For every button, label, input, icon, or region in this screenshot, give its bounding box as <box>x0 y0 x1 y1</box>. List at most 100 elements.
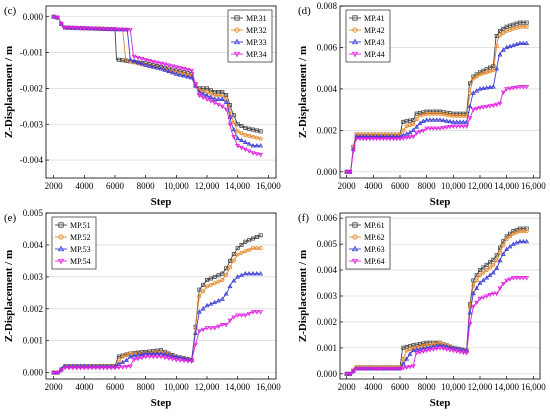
data-point <box>204 326 210 331</box>
data-point <box>424 117 430 122</box>
data-point <box>254 234 259 239</box>
data-point <box>520 85 526 90</box>
data-point <box>147 354 152 360</box>
data-point <box>467 103 473 109</box>
data-point <box>427 348 433 353</box>
data-point <box>231 258 236 263</box>
data-point <box>254 152 260 157</box>
data-point <box>494 34 499 39</box>
data-point <box>484 294 490 299</box>
data-point <box>480 85 486 91</box>
data-point <box>200 91 206 96</box>
legend-marker <box>234 15 240 21</box>
data-point <box>239 272 244 277</box>
data-point <box>404 119 409 124</box>
data-point <box>112 27 118 32</box>
data-point <box>212 96 218 101</box>
x-tick-label: 2000 <box>45 181 64 191</box>
data-point <box>258 129 263 134</box>
y-tick-label: 0.000 <box>23 368 44 378</box>
series-line <box>346 86 527 173</box>
data-point <box>139 56 145 62</box>
data-point <box>464 351 470 356</box>
legend-entry: MP.63 <box>364 245 385 254</box>
data-point <box>205 86 209 91</box>
data-point <box>467 305 472 310</box>
data-point <box>143 58 149 63</box>
x-tick-label: 8000 <box>418 382 437 392</box>
y-tick-label: 0.008 <box>317 1 338 11</box>
data-point <box>247 247 252 252</box>
data-point <box>216 96 221 101</box>
data-point <box>387 133 393 139</box>
data-point <box>504 236 509 241</box>
data-point <box>120 365 126 370</box>
data-point <box>524 276 530 281</box>
series-mp-54 <box>51 310 264 376</box>
data-point <box>377 133 383 139</box>
data-point <box>370 136 376 142</box>
data-point <box>404 131 410 136</box>
data-point <box>131 353 137 358</box>
data-point <box>227 318 233 324</box>
data-point <box>208 301 214 306</box>
y-axis-label: Z-Displacement / m <box>297 46 309 138</box>
data-point <box>55 370 60 376</box>
data-point <box>135 55 141 61</box>
data-point <box>223 107 229 112</box>
data-point <box>154 354 160 360</box>
data-point <box>411 122 416 127</box>
data-point <box>397 133 403 139</box>
data-point <box>62 366 68 371</box>
data-point <box>397 136 403 142</box>
data-point <box>387 366 393 372</box>
data-point <box>216 90 221 94</box>
y-tick-label: -0.003 <box>20 119 44 129</box>
data-point <box>401 345 406 350</box>
data-point <box>247 133 252 138</box>
data-point <box>467 321 473 327</box>
data-point <box>364 133 370 139</box>
data-point <box>147 58 152 64</box>
data-point <box>127 27 133 33</box>
data-point <box>189 68 195 74</box>
data-point <box>390 366 396 372</box>
data-point <box>200 306 206 311</box>
data-point <box>181 358 187 364</box>
data-point <box>364 366 370 372</box>
data-point <box>104 27 110 32</box>
data-point <box>401 119 406 124</box>
data-point <box>101 27 106 32</box>
data-point <box>511 26 516 31</box>
data-point <box>74 366 80 371</box>
data-point <box>454 349 460 354</box>
data-point <box>481 270 486 275</box>
data-point <box>177 66 183 71</box>
data-point <box>227 265 232 270</box>
data-point <box>401 356 406 361</box>
data-point <box>437 340 442 345</box>
legend-marker <box>352 222 358 228</box>
data-point <box>377 136 383 142</box>
data-point <box>467 91 472 96</box>
data-point <box>154 65 160 70</box>
data-point <box>173 71 179 76</box>
data-point <box>139 355 145 361</box>
x-axis-label: Step <box>430 196 451 208</box>
data-point <box>162 62 168 67</box>
data-point <box>514 85 520 90</box>
data-point <box>185 356 191 361</box>
x-tick-label: 8000 <box>418 181 437 191</box>
data-point <box>360 136 366 142</box>
x-tick-label: 4000 <box>364 382 383 392</box>
data-point <box>120 58 125 63</box>
data-point <box>347 170 353 175</box>
data-point <box>450 119 456 124</box>
series-mp-44 <box>344 85 530 175</box>
data-point <box>74 26 80 31</box>
data-point <box>216 102 221 108</box>
data-point <box>494 44 499 49</box>
legend-entry: MP.62 <box>364 233 385 242</box>
data-point <box>384 136 390 142</box>
legend-entry: MP.31 <box>246 14 267 23</box>
